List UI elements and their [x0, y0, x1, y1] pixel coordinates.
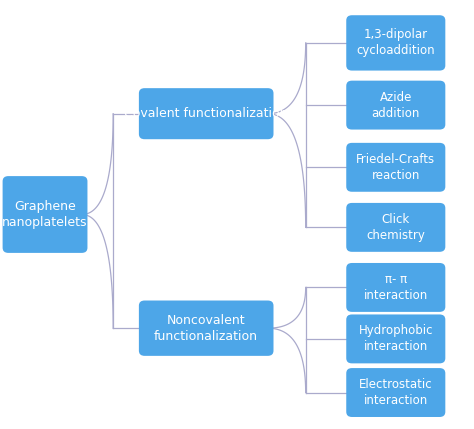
Text: Click
chemistry: Click chemistry — [366, 213, 425, 242]
Text: Hydrophobic
interaction: Hydrophobic interaction — [358, 324, 433, 353]
Text: Noncovalent
functionalization: Noncovalent functionalization — [154, 314, 258, 343]
FancyBboxPatch shape — [346, 15, 445, 70]
Text: Covalent functionalization: Covalent functionalization — [125, 107, 288, 120]
Text: Electrostatic
interaction: Electrostatic interaction — [359, 378, 433, 407]
Text: Friedel-Crafts
reaction: Friedel-Crafts reaction — [356, 153, 435, 182]
Text: Graphene
nanoplatelets: Graphene nanoplatelets — [2, 200, 88, 229]
FancyBboxPatch shape — [346, 143, 445, 192]
FancyBboxPatch shape — [346, 368, 445, 417]
FancyBboxPatch shape — [346, 263, 445, 312]
FancyBboxPatch shape — [139, 300, 273, 356]
Text: π- π
interaction: π- π interaction — [364, 273, 428, 302]
Text: Azide
addition: Azide addition — [372, 91, 420, 120]
FancyBboxPatch shape — [139, 88, 273, 139]
FancyBboxPatch shape — [346, 203, 445, 252]
FancyBboxPatch shape — [346, 314, 445, 363]
Text: 1,3-dipolar
cycloaddition: 1,3-dipolar cycloaddition — [356, 28, 435, 57]
FancyBboxPatch shape — [346, 81, 445, 130]
FancyBboxPatch shape — [3, 176, 87, 253]
